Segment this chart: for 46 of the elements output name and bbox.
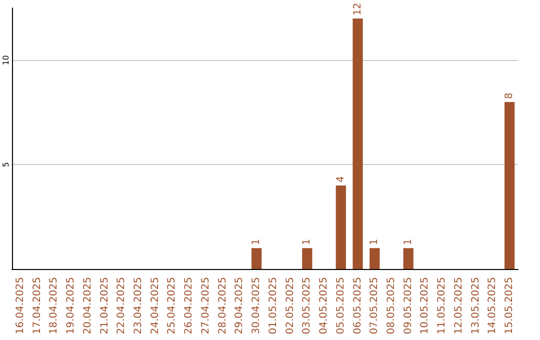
x-tick-label: 25.04.2025 [166,277,178,334]
bar [504,102,515,269]
x-tick-label: 30.04.2025 [251,277,262,334]
x-tick-label: 15.05.2025 [504,277,516,334]
bar [302,248,312,269]
x-tick-label: 16.04.2025 [14,277,26,334]
data-label: 1 [402,238,414,246]
x-tick-label: 17.04.2025 [32,277,43,334]
data-label: 8 [504,92,516,99]
x-tick-label: 21.04.2025 [99,277,110,334]
bar [403,248,414,269]
bar [352,18,363,269]
x-tick-label: 08.05.2025 [386,277,397,334]
x-tick-label: 02.05.2025 [284,277,296,334]
x-tick-label: 06.05.2025 [352,277,364,334]
y-tick-label: 10 [2,55,10,66]
bar [252,248,262,269]
bar [336,185,346,269]
x-tick-label: 04.05.2025 [318,277,330,334]
x-tick-label: 20.04.2025 [82,277,94,334]
x-tick-label: 29.04.2025 [234,277,246,334]
x-tick-label: 13.05.2025 [470,277,482,334]
x-tick-label: 27.04.2025 [200,277,212,334]
x-tick-label: 19.04.2025 [66,277,77,334]
data-label: 4 [335,176,346,182]
data-label: 1 [251,238,262,246]
y-tick-label: 5 [2,162,10,168]
x-tick-label: 26.04.2025 [184,277,195,334]
x-tick-label: 05.05.2025 [335,277,346,334]
x-tick-label: 14.05.2025 [487,277,498,334]
x-tick-label: 01.05.2025 [268,277,279,334]
x-tick-label: 11.05.2025 [436,277,448,334]
data-label: 1 [302,238,313,246]
data-label: 1 [369,238,380,246]
x-tick-label: 18.04.2025 [48,277,60,334]
data-label: 12 [352,2,364,16]
x-tick-label: 07.05.2025 [369,277,380,334]
x-tick-label: 28.04.2025 [217,277,228,334]
bar [370,248,380,269]
x-tick-label: 24.04.2025 [150,277,161,334]
x-tick-label: 09.05.2025 [402,277,414,334]
x-tick-label: 12.05.2025 [453,277,464,334]
x-tick-label: 23.04.2025 [133,277,144,334]
x-tick-label: 22.04.2025 [116,277,128,334]
x-tick-label: 10.05.2025 [420,277,431,334]
x-tick-label: 03.05.2025 [302,277,313,334]
